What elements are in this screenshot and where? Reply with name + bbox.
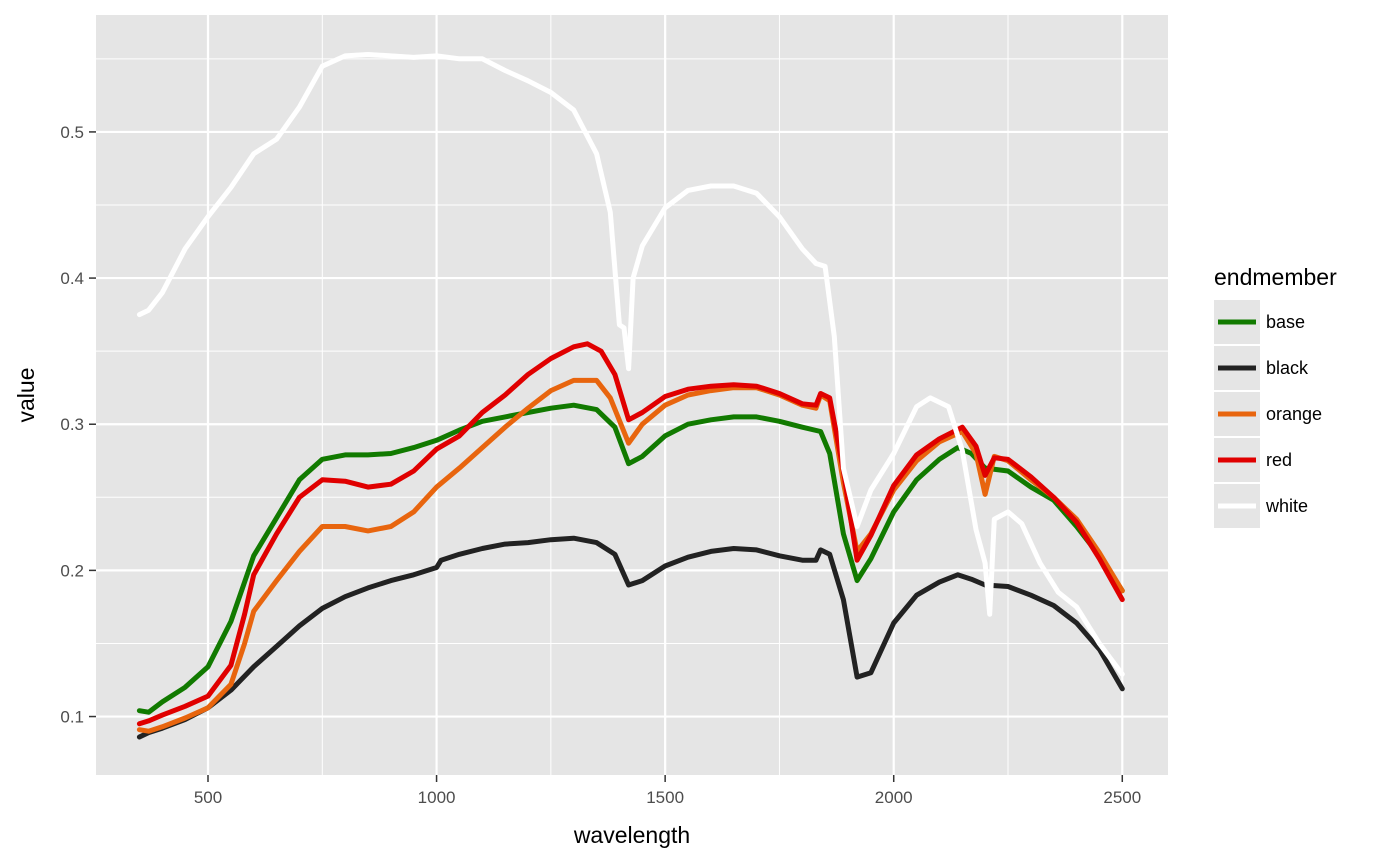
y-axis-ticks: 0.1 0.2 0.3 0.4 0.5 xyxy=(60,123,96,727)
x-tick-label: 500 xyxy=(194,788,222,807)
legend-label-orange: orange xyxy=(1266,404,1322,424)
y-tick-label: 0.4 xyxy=(60,269,84,288)
legend-label-black: black xyxy=(1266,358,1309,378)
legend-label-base: base xyxy=(1266,312,1305,332)
x-tick-label: 2500 xyxy=(1103,788,1141,807)
y-axis-title: value xyxy=(13,368,39,423)
y-tick-label: 0.5 xyxy=(60,123,84,142)
series-lines xyxy=(136,52,1125,740)
series-line-black xyxy=(136,535,1125,740)
x-axis-title: wavelength xyxy=(573,822,690,848)
legend-label-white: white xyxy=(1265,496,1308,516)
x-tick-label: 1000 xyxy=(418,788,456,807)
series-line-orange xyxy=(136,377,1125,734)
y-tick-label: 0.2 xyxy=(60,561,84,580)
major-gridlines xyxy=(96,15,1168,775)
y-tick-label: 0.1 xyxy=(60,708,84,727)
legend-title: endmember xyxy=(1214,264,1337,290)
x-tick-label: 2000 xyxy=(875,788,913,807)
y-tick-label: 0.3 xyxy=(60,415,84,434)
legend-label-red: red xyxy=(1266,450,1292,470)
series-line-base xyxy=(136,402,1125,715)
legend: endmember base black orange red white xyxy=(1214,264,1337,528)
x-axis-ticks: 500 1000 1500 2000 2500 xyxy=(194,775,1141,807)
series-line-white xyxy=(136,52,1125,677)
x-tick-label: 1500 xyxy=(646,788,684,807)
series-line-red xyxy=(136,341,1125,727)
